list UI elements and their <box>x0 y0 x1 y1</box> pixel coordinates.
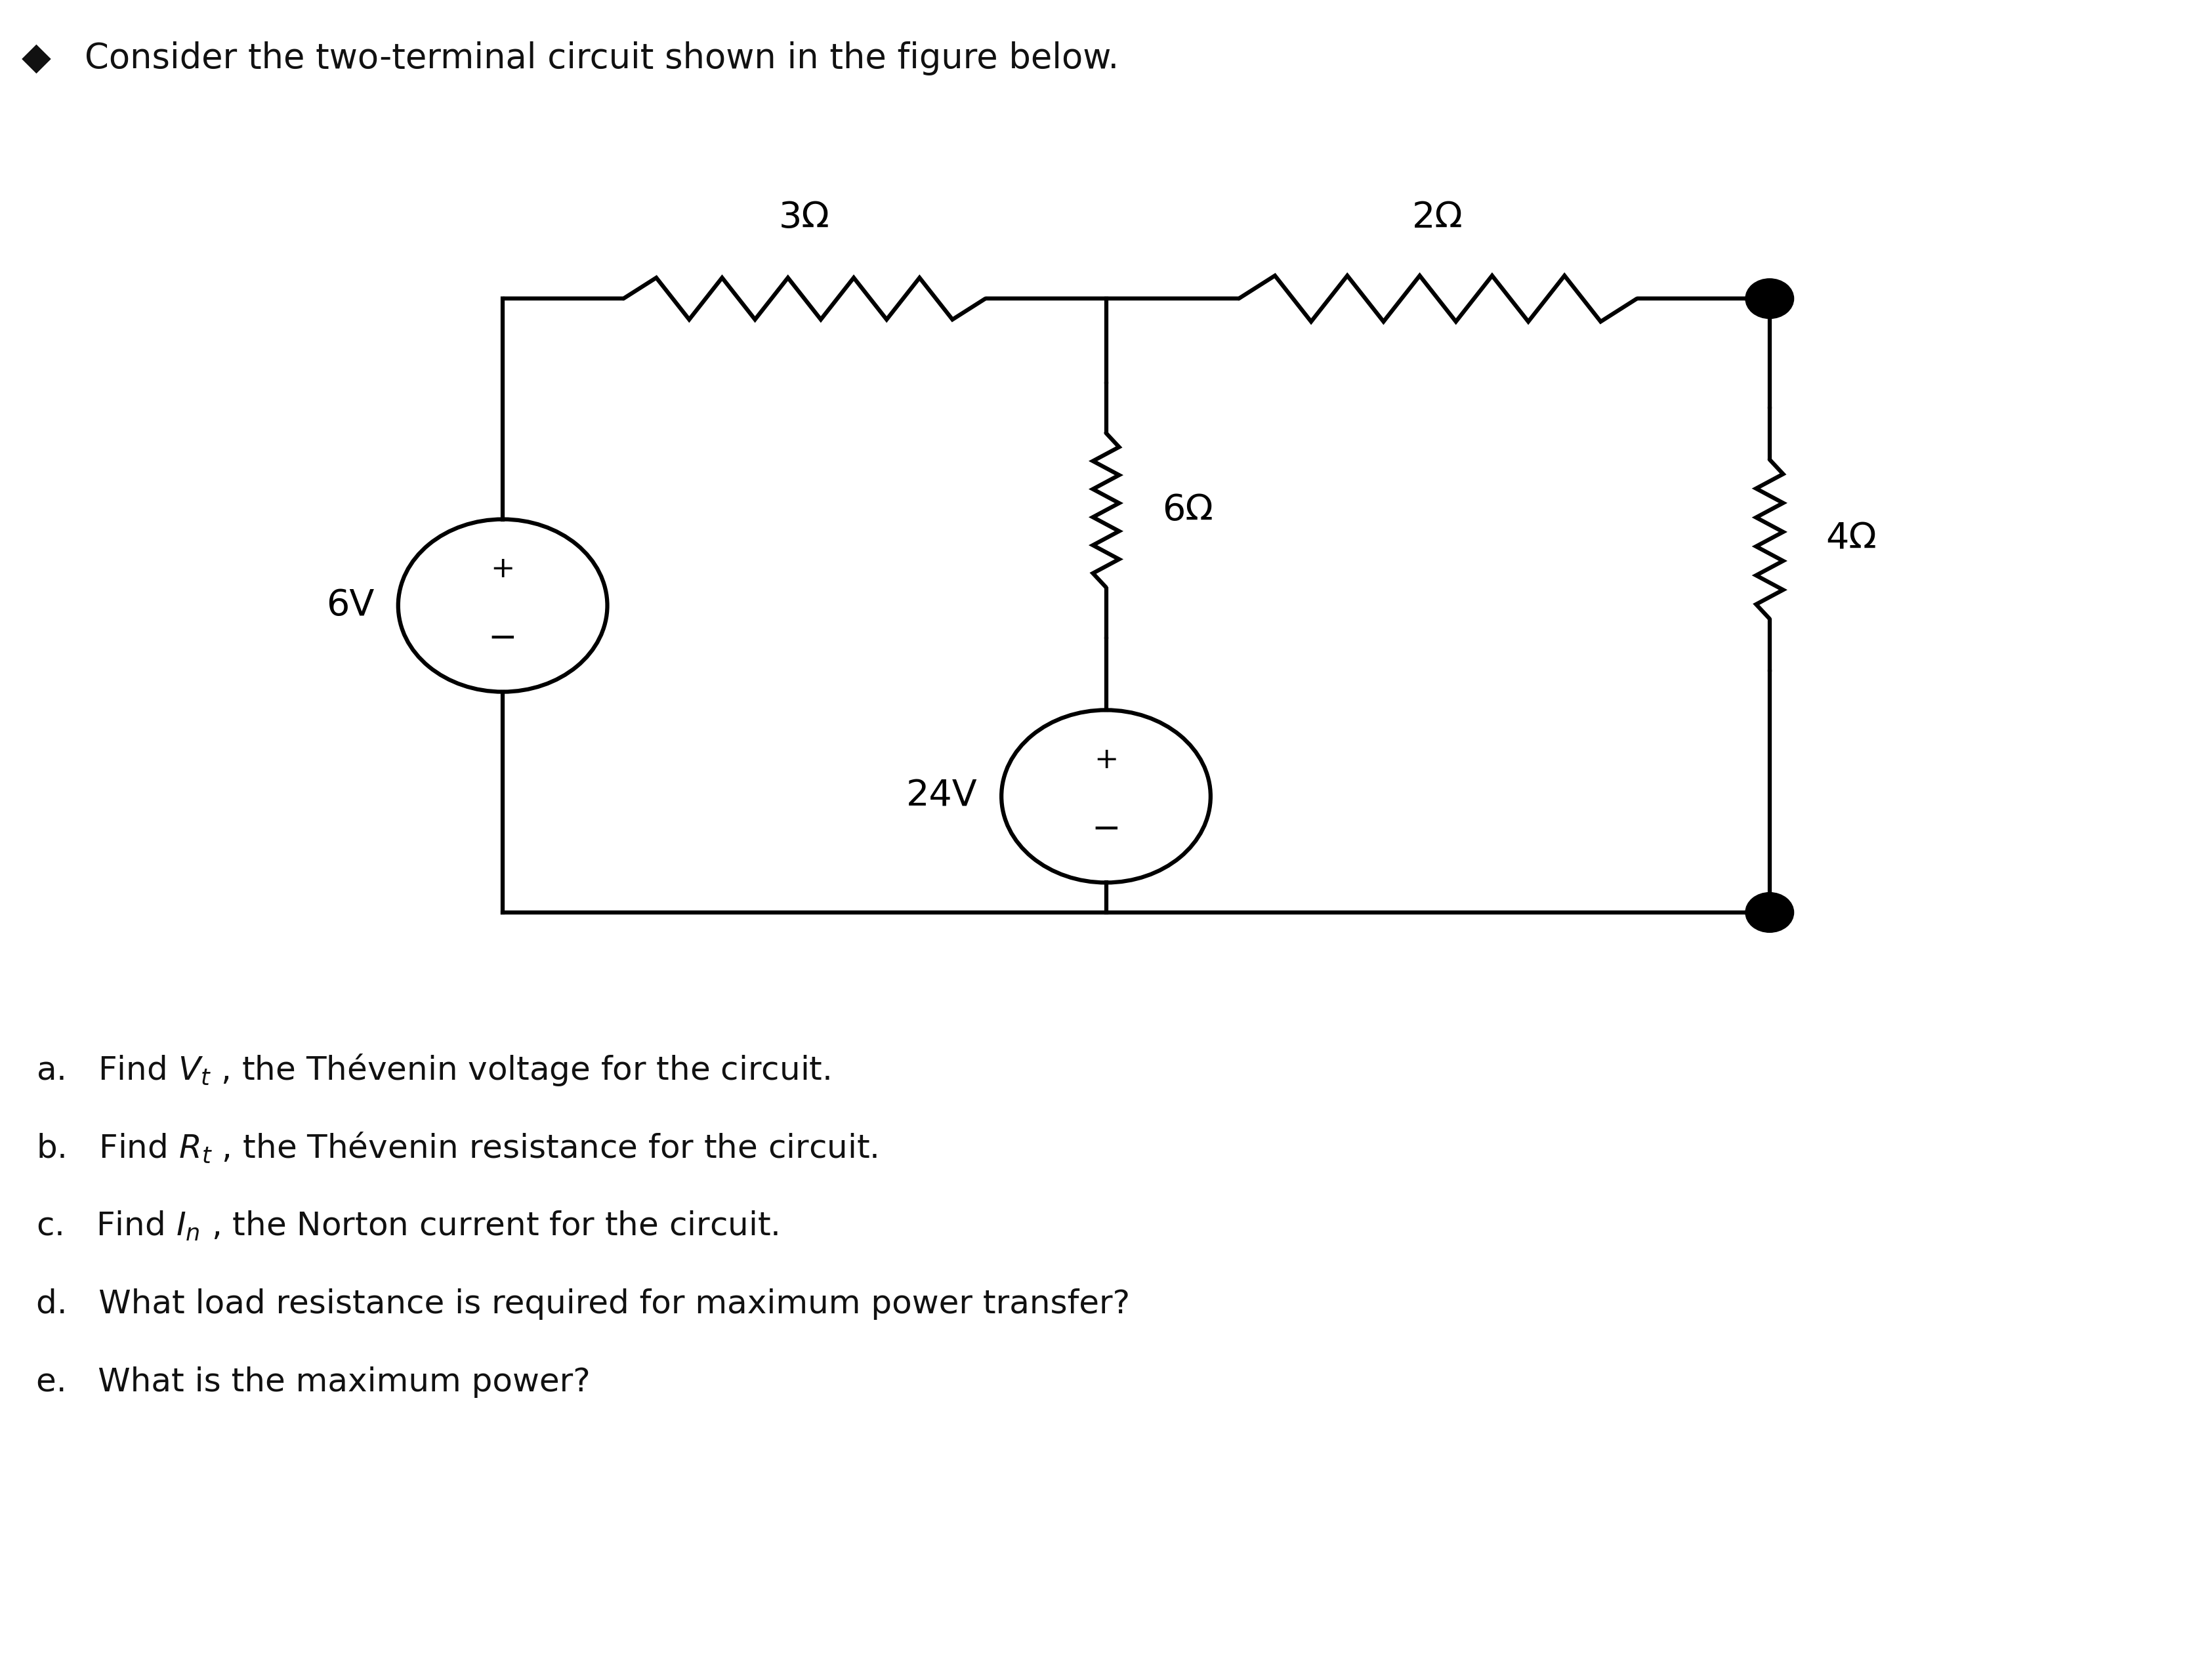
Text: +: + <box>491 556 515 584</box>
Text: a.   Find $V_t$ , the Thévenin voltage for the circuit.: a. Find $V_t$ , the Thévenin voltage for… <box>35 1052 829 1088</box>
Text: e.   What is the maximum power?: e. What is the maximum power? <box>35 1367 591 1397</box>
Text: 3Ω: 3Ω <box>779 201 830 236</box>
Text: 6Ω: 6Ω <box>1161 493 1214 528</box>
Text: Consider the two-terminal circuit shown in the figure below.: Consider the two-terminal circuit shown … <box>84 41 1119 75</box>
Text: d.   What load resistance is required for maximum power transfer?: d. What load resistance is required for … <box>35 1289 1130 1319</box>
Text: b.   Find $R_t$ , the Thévenin resistance for the circuit.: b. Find $R_t$ , the Thévenin resistance … <box>35 1131 878 1165</box>
Circle shape <box>1745 893 1794 932</box>
Text: 4Ω: 4Ω <box>1825 521 1878 557</box>
Text: 24V: 24V <box>907 778 978 815</box>
Text: 6V: 6V <box>325 587 374 624</box>
Text: c.   Find $I_n$ , the Norton current for the circuit.: c. Find $I_n$ , the Norton current for t… <box>35 1209 779 1243</box>
Text: ◆: ◆ <box>22 40 51 76</box>
Text: −: − <box>489 620 518 655</box>
Text: −: − <box>1091 811 1121 846</box>
Text: +: + <box>1093 747 1119 775</box>
Circle shape <box>1745 279 1794 319</box>
Text: 2Ω: 2Ω <box>1411 201 1464 236</box>
